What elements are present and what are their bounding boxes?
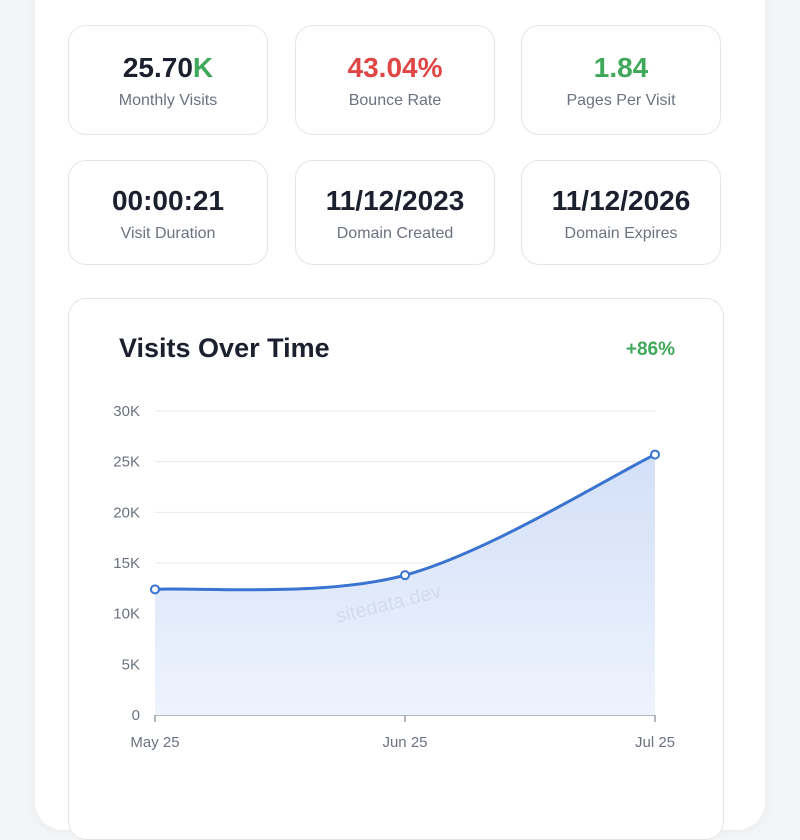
stat-card-domain-expires: 11/12/2026 Domain Expires <box>521 160 721 265</box>
stat-label: Domain Expires <box>564 225 678 242</box>
x-tick-label: May 25 <box>130 734 179 751</box>
stat-label: Monthly Visits <box>118 92 218 109</box>
stat-card-monthly-visits: 25.70K Monthly Visits <box>68 25 268 135</box>
y-tick-label: 25K <box>113 454 140 471</box>
y-tick-label: 5K <box>122 656 140 673</box>
stat-label: Domain Created <box>336 225 454 242</box>
stat-value: 25.70 <box>122 52 193 83</box>
data-point <box>650 449 660 460</box>
x-tick-label: Jun 25 <box>382 734 427 751</box>
y-tick-label: 30K <box>113 403 140 420</box>
stat-card-visit-duration: 00:00:21 Visit Duration <box>68 160 268 265</box>
y-tick-label: 20K <box>113 504 140 521</box>
chart-change-badge: +86% <box>625 339 675 360</box>
y-tick-label: 15K <box>113 555 140 572</box>
stat-value: 11/12/2026 <box>551 185 691 216</box>
stat-value: 43.04% <box>347 52 443 83</box>
stat-value: 00:00:21 <box>111 185 225 216</box>
data-point <box>150 584 160 595</box>
chart-area-fill <box>155 454 655 715</box>
stat-card-bounce-rate: 43.04% Bounce Rate <box>295 25 495 135</box>
y-tick-label: 0 <box>132 707 140 724</box>
stat-card-domain-created: 11/12/2023 Domain Created <box>295 160 495 265</box>
data-point <box>400 570 410 581</box>
stat-label: Pages Per Visit <box>566 92 676 109</box>
stat-value: 11/12/2023 <box>325 185 465 216</box>
stat-suffix: K <box>192 52 214 83</box>
chart-title: Visits Over Time <box>119 333 330 363</box>
stat-card-pages-per-visit: 1.84 Pages Per Visit <box>521 25 721 135</box>
stat-label: Bounce Rate <box>348 92 442 109</box>
x-tick-label: Jul 25 <box>635 734 675 751</box>
stat-label: Visit Duration <box>120 225 216 242</box>
stat-value: 1.84 <box>593 52 649 83</box>
y-tick-label: 10K <box>113 606 140 623</box>
